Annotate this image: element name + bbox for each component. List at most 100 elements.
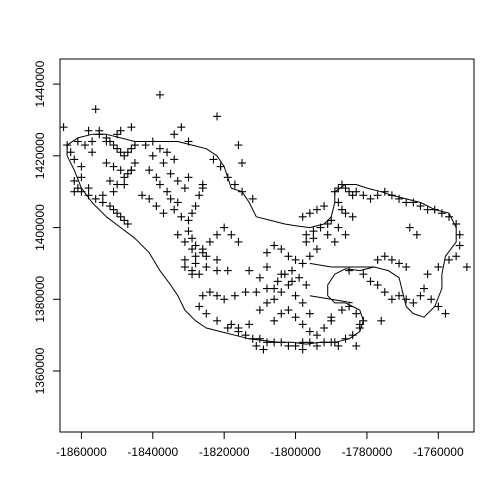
data-point <box>198 184 207 193</box>
data-point <box>348 331 357 340</box>
data-point <box>295 273 304 282</box>
data-point <box>202 263 211 272</box>
data-point <box>452 219 461 228</box>
data-point <box>173 176 182 185</box>
data-point <box>305 252 314 261</box>
data-point <box>380 187 389 196</box>
data-point <box>191 259 200 268</box>
data-point <box>227 320 236 329</box>
data-point <box>191 241 200 250</box>
data-point <box>238 159 247 168</box>
data-point <box>355 320 364 329</box>
data-point <box>263 298 271 307</box>
data-point <box>166 194 175 203</box>
boundary-layer <box>66 133 457 345</box>
data-point <box>441 309 450 318</box>
data-point <box>420 284 429 293</box>
data-point <box>334 184 343 193</box>
data-point <box>102 159 111 168</box>
data-point <box>402 263 411 272</box>
data-point <box>437 209 446 218</box>
data-point <box>337 306 346 315</box>
data-point <box>348 212 357 221</box>
data-point <box>188 234 197 243</box>
data-point <box>213 291 222 300</box>
data-point <box>205 288 214 297</box>
data-point <box>312 341 321 350</box>
data-point <box>120 173 129 182</box>
data-point <box>155 90 164 99</box>
data-point <box>387 191 396 200</box>
data-point <box>327 316 336 325</box>
data-point <box>88 148 97 157</box>
data-point <box>255 273 264 282</box>
data-point <box>170 130 179 139</box>
data-point <box>70 176 79 185</box>
data-point <box>298 298 307 307</box>
data-point <box>98 191 107 200</box>
data-point <box>59 123 68 132</box>
data-point <box>88 137 97 146</box>
data-point <box>270 295 279 304</box>
data-point <box>163 148 172 157</box>
data-point <box>323 230 332 239</box>
data-point <box>180 255 189 264</box>
data-point <box>330 237 339 246</box>
data-point <box>180 184 189 193</box>
data-point <box>105 176 114 185</box>
data-point <box>73 184 82 193</box>
data-point <box>334 341 343 350</box>
x-axis: -1860000 -1840000 -1820000 -1800000 -1780000… <box>56 431 464 459</box>
data-point <box>291 255 300 264</box>
data-point <box>173 198 182 207</box>
data-point <box>202 309 211 318</box>
y-axis: 1360000 1380000 1400000 1420000 1440000 <box>33 60 61 394</box>
data-point <box>455 241 464 250</box>
data-point <box>287 277 296 286</box>
data-point <box>152 173 161 182</box>
data-point <box>352 187 361 196</box>
data-point <box>159 159 168 168</box>
data-point <box>252 288 261 297</box>
data-point <box>188 270 197 279</box>
data-point <box>284 341 293 350</box>
data-point <box>341 209 350 218</box>
inner-boundary-line <box>309 295 353 304</box>
data-point <box>380 252 389 261</box>
data-point <box>159 209 168 218</box>
data-point <box>263 338 271 347</box>
data-point <box>302 280 311 289</box>
data-point <box>462 263 471 272</box>
data-point <box>409 198 418 207</box>
data-point <box>341 230 350 239</box>
data-point <box>252 341 261 350</box>
data-point <box>109 205 118 214</box>
data-point <box>402 198 411 207</box>
data-point <box>84 191 93 200</box>
data-point <box>130 159 139 168</box>
data-point <box>345 302 354 311</box>
x-tick-label: -1840000 <box>127 445 178 459</box>
y-tick-label: 1360000 <box>33 347 47 394</box>
data-point <box>141 141 150 150</box>
data-point <box>320 338 329 347</box>
inner-boundary-line <box>309 262 375 268</box>
data-point <box>184 227 193 236</box>
data-point <box>291 313 300 322</box>
data-point <box>298 345 307 354</box>
data-point <box>302 237 311 246</box>
x-tick-label: -1780000 <box>342 445 393 459</box>
data-point <box>327 216 336 225</box>
data-point <box>84 184 93 193</box>
data-point <box>416 291 425 300</box>
data-point <box>123 219 132 228</box>
data-point <box>127 144 136 153</box>
data-point <box>409 298 418 307</box>
data-point <box>155 180 164 189</box>
data-point <box>188 245 197 254</box>
data-point <box>298 338 307 347</box>
data-point <box>302 230 311 239</box>
data-point <box>284 252 293 261</box>
data-point <box>116 148 125 157</box>
data-point <box>234 237 243 246</box>
